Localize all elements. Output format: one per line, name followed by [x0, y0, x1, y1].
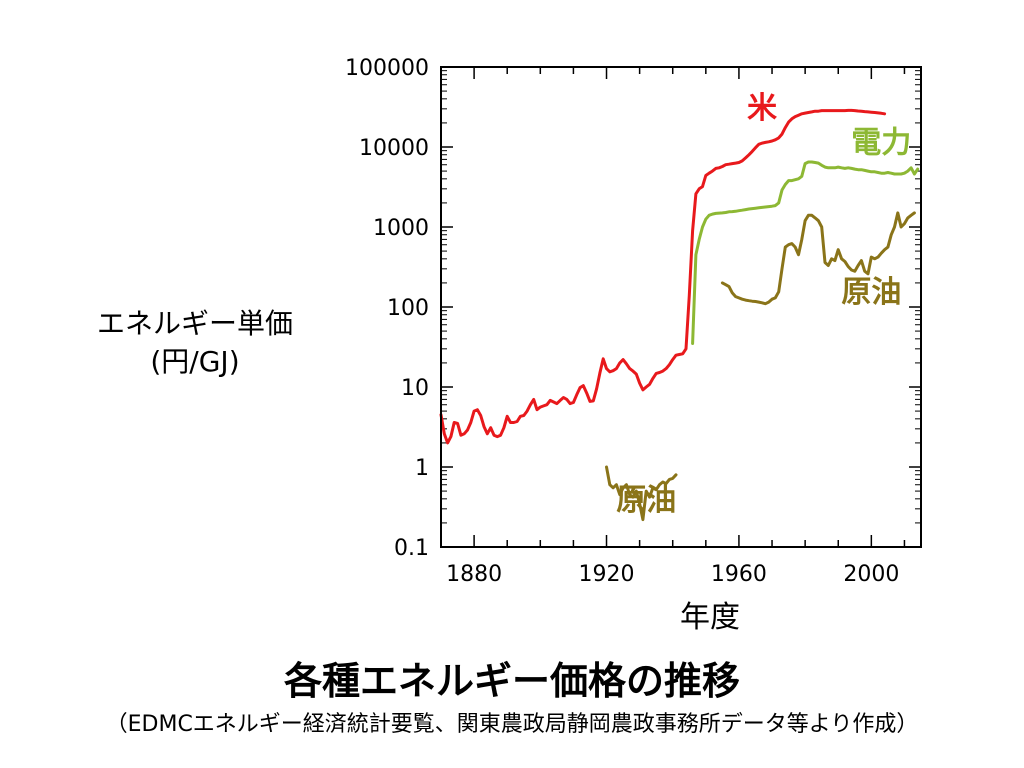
- x-axis-label: 年度: [680, 600, 740, 635]
- x-tick-label: 1880: [446, 562, 502, 587]
- y-tick-label: 10: [401, 376, 429, 401]
- series-label: 原油: [616, 483, 676, 518]
- y-tick-label: 100: [387, 296, 429, 321]
- y-tick-label: 1: [415, 456, 429, 481]
- series-label: 原油: [841, 275, 901, 310]
- series-line-電力: [691, 160, 920, 345]
- y-axis-label-line1: エネルギー単価: [96, 307, 293, 340]
- y-tick-label: 1000: [373, 216, 429, 241]
- y-tick-label: 100000: [345, 56, 429, 81]
- chart-source-note: （EDMCエネルギー経済統計要覧、関東農政局静岡農政事務所データ等より作成）: [105, 712, 919, 737]
- series-layer: [439, 108, 920, 522]
- series-label: 電力: [851, 126, 911, 161]
- series-line-米: [439, 108, 887, 445]
- y-tick-label: 0.1: [394, 536, 429, 561]
- x-tick-label: 2000: [843, 562, 899, 587]
- y-tick-label: 10000: [359, 136, 429, 161]
- series-label: 米: [747, 91, 777, 126]
- series-line-原油: [605, 465, 678, 522]
- tick-labels: 1880 1920 1960 2000 0.1 1 10 100 1000 10000 100000: [345, 56, 899, 587]
- y-axis-label: エネルギー単価 (円/GJ): [60, 305, 330, 381]
- x-tick-label: 1920: [579, 562, 635, 587]
- y-axis-label-line2: (円/GJ): [150, 345, 240, 378]
- series-line-原油: [720, 211, 916, 306]
- x-tick-label: 1960: [711, 562, 767, 587]
- chart-title: 各種エネルギー価格の推移: [283, 659, 740, 703]
- plot-frame: [440, 66, 922, 548]
